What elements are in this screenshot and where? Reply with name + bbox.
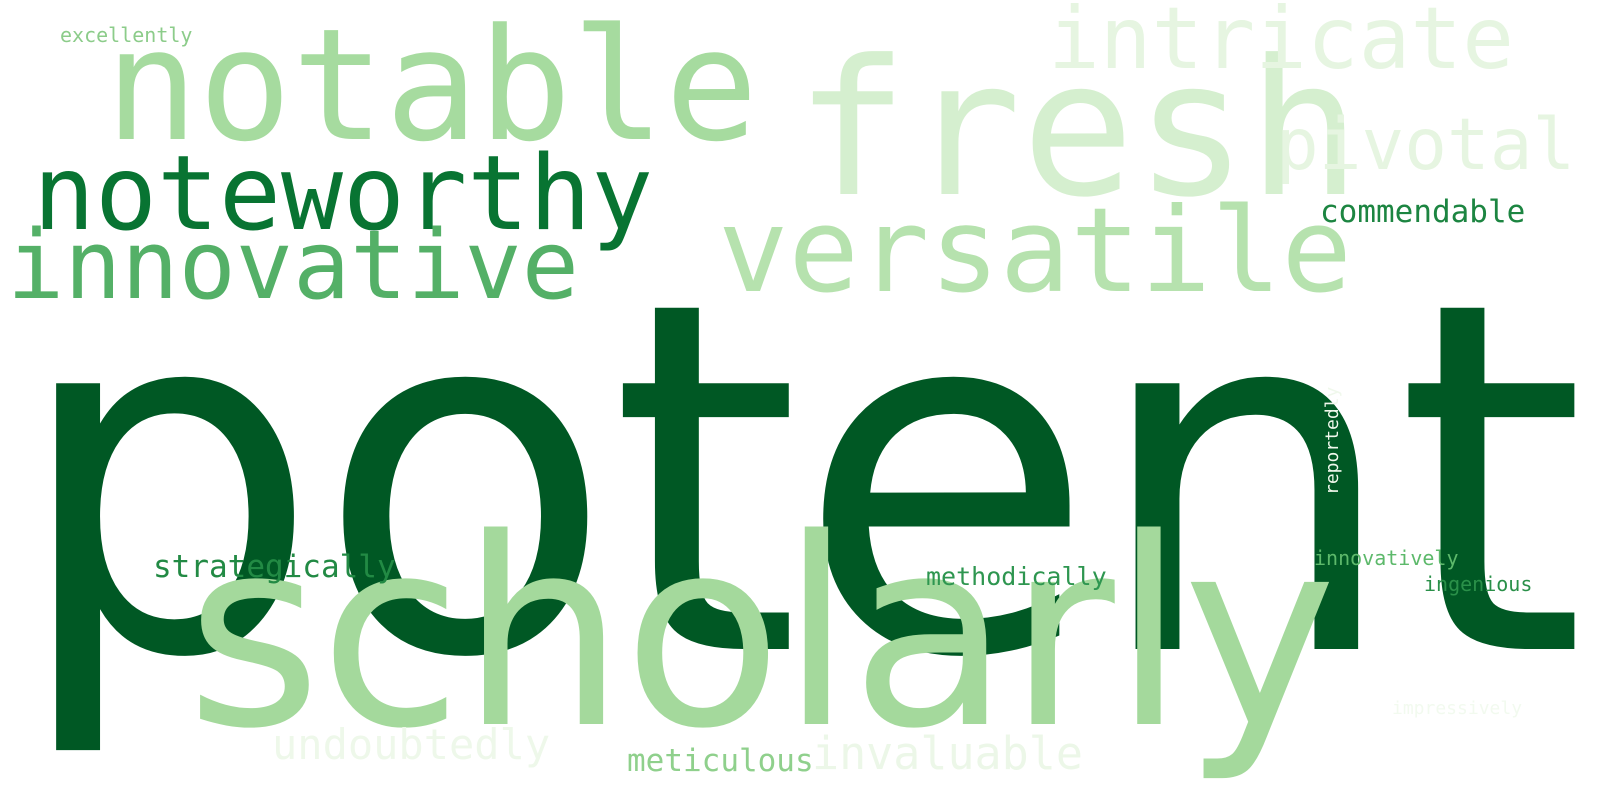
word-innovative: innovative bbox=[7, 211, 579, 321]
word-ingenious: ingenious bbox=[1424, 572, 1533, 596]
word-noteworthy: noteworthy bbox=[33, 134, 654, 254]
word-versatile: versatile bbox=[718, 182, 1352, 319]
word-excellently: excellently bbox=[60, 23, 193, 47]
word-methodically: methodically bbox=[926, 562, 1107, 591]
word-scholarly: scholarly bbox=[186, 484, 1337, 786]
word-pivotal: pivotal bbox=[1276, 103, 1576, 186]
word-undoubtedly: undoubtedly bbox=[272, 720, 551, 769]
word-intricate: intricate bbox=[1048, 0, 1514, 89]
word-impressively: impressively bbox=[1392, 698, 1523, 719]
word-notable: notable bbox=[105, 0, 759, 176]
word-innovatively: innovatively bbox=[1314, 546, 1459, 570]
word-commendable: commendable bbox=[1320, 194, 1526, 230]
word-potent: potent bbox=[12, 198, 1586, 764]
word-invaluable: invaluable bbox=[812, 727, 1083, 780]
word-fresh: fresh bbox=[795, 20, 1361, 239]
word-meticulous: meticulous bbox=[627, 743, 814, 779]
word-reportedly: reportedly bbox=[1322, 386, 1343, 495]
word-strategically: strategically bbox=[153, 549, 396, 585]
